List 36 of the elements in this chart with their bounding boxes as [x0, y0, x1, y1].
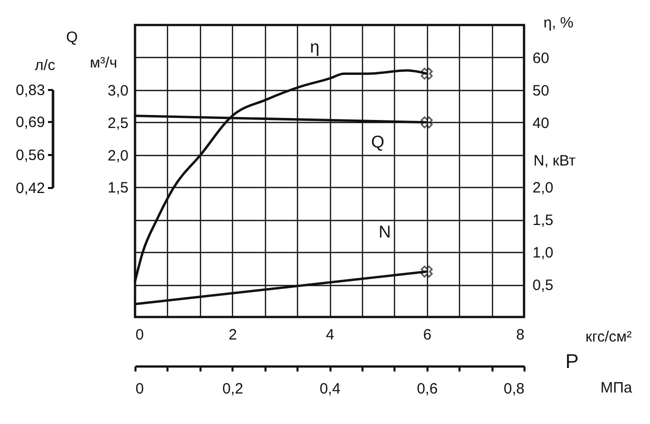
- text: P: [565, 351, 579, 373]
- series-label: η: [310, 38, 320, 57]
- x-tick-label: 6: [423, 326, 432, 344]
- y3-tick-label: 1,5: [532, 212, 554, 230]
- text: л/с: [34, 57, 56, 74]
- y-tick-label: 2,5: [108, 114, 128, 132]
- x-axis-title: кгс/см²: [586, 328, 632, 346]
- y3-tick-label: 0,5: [532, 277, 554, 294]
- x2-tick-label: 0,4: [320, 380, 340, 398]
- text: 0,69: [16, 114, 45, 131]
- y3-axis-title: N, кВт: [534, 152, 576, 170]
- text: 0,56: [16, 147, 45, 164]
- text: 0,83: [16, 82, 45, 99]
- x-tick-label: 4: [326, 326, 334, 344]
- y2-tick-label: 60: [532, 50, 550, 67]
- x-tick-label: 2: [228, 326, 237, 344]
- y-axis-title: м³/ч: [90, 54, 118, 72]
- y-tick-label: 1,5: [108, 180, 128, 197]
- x2-tick-label: 0: [136, 380, 144, 398]
- y-tick-label: 3,0: [108, 82, 128, 100]
- y3-tick-label: 1,0: [532, 244, 554, 262]
- y2-axis-title: η, %: [543, 14, 574, 32]
- x2-tick-label: 0,6: [416, 380, 438, 398]
- x2-tick-label: 0,8: [504, 380, 524, 398]
- y3-tick-label: 2,0: [532, 180, 554, 197]
- text: 0,42: [16, 180, 45, 197]
- y2-tick-label: 50: [532, 82, 550, 100]
- x2-tick-label: 0,2: [222, 380, 244, 398]
- x-tick-label: 0: [136, 326, 144, 344]
- x2-axis-title: МПа: [600, 380, 633, 396]
- text: Q: [66, 29, 78, 46]
- y-tick-label: 2,0: [108, 147, 128, 164]
- x-tick-label: 8: [516, 326, 524, 344]
- series-label: N: [378, 222, 391, 242]
- series-label: Q: [371, 132, 384, 152]
- y2-tick-label: 40: [532, 114, 550, 132]
